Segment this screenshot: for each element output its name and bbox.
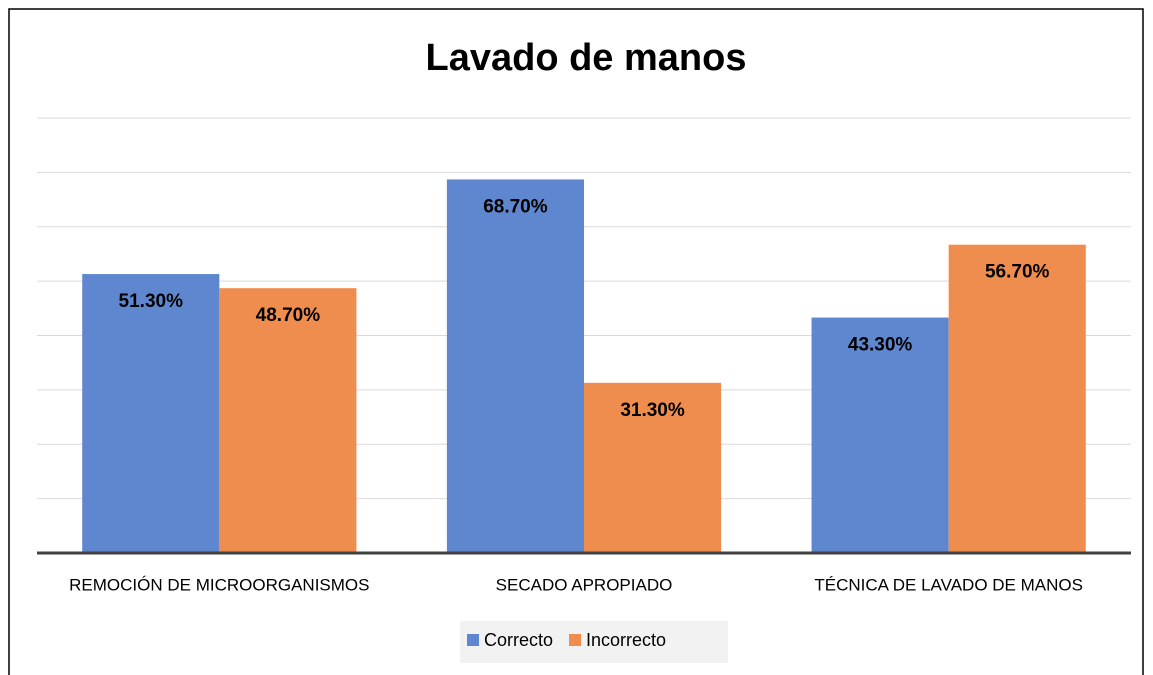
bar <box>82 274 220 553</box>
data-label: 68.70% <box>483 196 548 217</box>
legend-box <box>460 621 728 663</box>
legend-label: Correcto <box>484 630 553 650</box>
bar <box>219 288 357 553</box>
data-label: 31.30% <box>620 400 685 421</box>
data-label: 56.70% <box>985 262 1050 283</box>
data-label: 43.30% <box>848 335 913 356</box>
legend-swatch <box>467 634 479 646</box>
bar <box>584 382 722 553</box>
x-tick-label: TÉCNICA DE LAVADO DE MANOS <box>814 575 1083 594</box>
legend-label: Incorrecto <box>586 630 666 650</box>
data-label: 48.70% <box>256 305 321 326</box>
bar <box>811 317 949 553</box>
legend-swatch <box>569 634 582 646</box>
x-tick-label: SECADO APROPIADO <box>496 575 673 594</box>
x-tick-label: REMOCIÓN DE MICROORGANISMOS <box>69 575 369 594</box>
bar <box>948 244 1086 553</box>
bar <box>446 179 584 553</box>
data-label: 51.30% <box>119 291 184 312</box>
chart-title: Lavado de manos <box>426 37 747 79</box>
